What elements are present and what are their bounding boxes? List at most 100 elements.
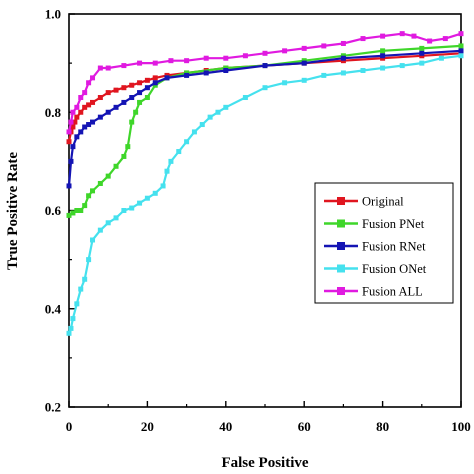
data-point xyxy=(458,48,464,54)
data-point xyxy=(458,53,464,59)
data-point xyxy=(78,129,84,135)
data-point xyxy=(113,163,119,169)
data-point xyxy=(438,55,444,61)
data-point xyxy=(427,38,433,44)
data-point xyxy=(380,65,386,71)
x-tick-label: 0 xyxy=(66,419,73,434)
data-point xyxy=(74,208,80,213)
x-tick-label: 100 xyxy=(451,419,471,434)
data-point xyxy=(144,95,150,101)
data-point xyxy=(137,60,143,66)
data-point xyxy=(191,129,197,135)
data-point xyxy=(82,124,88,130)
data-point xyxy=(105,90,111,96)
legend-label: Fusion ALL xyxy=(362,285,423,299)
legend-swatch-marker xyxy=(337,197,345,205)
data-point xyxy=(70,144,76,150)
legend-swatch-marker xyxy=(337,219,345,228)
data-point xyxy=(121,63,127,69)
data-point xyxy=(152,190,158,196)
data-point xyxy=(74,114,80,120)
data-point xyxy=(282,80,288,86)
data-point xyxy=(360,36,366,42)
legend-item-fusion-all: Fusion ALL xyxy=(324,285,423,299)
data-point xyxy=(340,55,346,61)
data-point xyxy=(113,87,119,93)
data-point xyxy=(90,75,96,81)
data-point xyxy=(152,75,158,81)
data-point xyxy=(82,276,88,282)
x-tick-label: 20 xyxy=(141,419,154,434)
data-point xyxy=(113,104,119,110)
data-point xyxy=(78,95,84,101)
data-point xyxy=(137,200,143,206)
data-point xyxy=(74,301,80,307)
data-point xyxy=(301,45,307,51)
legend-item-fusion-rnet: Fusion RNet xyxy=(324,240,426,254)
data-point xyxy=(152,60,158,66)
data-point xyxy=(442,36,448,42)
data-point xyxy=(121,208,127,213)
data-point xyxy=(458,31,464,37)
legend-swatch-marker xyxy=(337,264,345,273)
data-point xyxy=(203,55,209,61)
data-point xyxy=(137,80,143,86)
data-point xyxy=(144,195,150,201)
data-point xyxy=(74,134,80,140)
data-point xyxy=(184,72,190,78)
data-point xyxy=(129,119,135,125)
x-tick-label: 80 xyxy=(376,419,389,434)
data-point xyxy=(215,109,221,115)
data-point xyxy=(90,188,96,194)
legend-label: Fusion PNet xyxy=(362,217,425,231)
data-point xyxy=(86,80,92,86)
data-point xyxy=(380,53,386,59)
legend-label: Fusion ONet xyxy=(362,262,427,276)
y-axis-title: True Positive Rate xyxy=(5,152,21,270)
data-point xyxy=(137,99,143,105)
data-point xyxy=(458,43,464,49)
x-tick-label: 40 xyxy=(219,419,232,434)
data-point xyxy=(78,109,84,115)
data-point xyxy=(70,109,76,115)
data-point xyxy=(66,129,72,135)
data-point xyxy=(78,208,84,213)
data-point xyxy=(321,43,327,49)
data-point xyxy=(97,65,103,71)
data-point xyxy=(262,50,268,56)
data-point xyxy=(184,58,190,64)
data-point xyxy=(125,144,131,150)
y-tick-label: 1.0 xyxy=(45,7,61,22)
data-point xyxy=(86,102,92,108)
data-point xyxy=(399,63,405,69)
data-point xyxy=(66,330,72,336)
data-point xyxy=(68,325,74,331)
data-point xyxy=(66,212,72,218)
data-point xyxy=(90,99,96,105)
data-point xyxy=(68,119,74,125)
data-point xyxy=(66,139,72,145)
data-point xyxy=(86,257,92,263)
x-axis-title: False Positive xyxy=(221,455,308,471)
data-point xyxy=(380,48,386,54)
data-point xyxy=(82,203,88,209)
series-fusion-rnet xyxy=(66,48,464,189)
data-point xyxy=(70,210,76,216)
data-point xyxy=(199,122,205,128)
data-point xyxy=(411,33,417,39)
data-point xyxy=(301,77,307,83)
data-point xyxy=(82,90,88,96)
data-point xyxy=(419,45,425,51)
data-point xyxy=(262,63,268,69)
data-point xyxy=(86,193,92,199)
data-point xyxy=(90,237,96,243)
data-point xyxy=(164,75,170,81)
data-point xyxy=(223,104,229,110)
data-point xyxy=(133,109,139,115)
y-tick-label: 0.4 xyxy=(45,301,62,316)
data-point xyxy=(242,53,248,59)
legend-label: Fusion RNet xyxy=(362,240,426,254)
legend-swatch-marker xyxy=(337,287,345,295)
data-point xyxy=(121,85,127,91)
data-point xyxy=(82,104,88,110)
